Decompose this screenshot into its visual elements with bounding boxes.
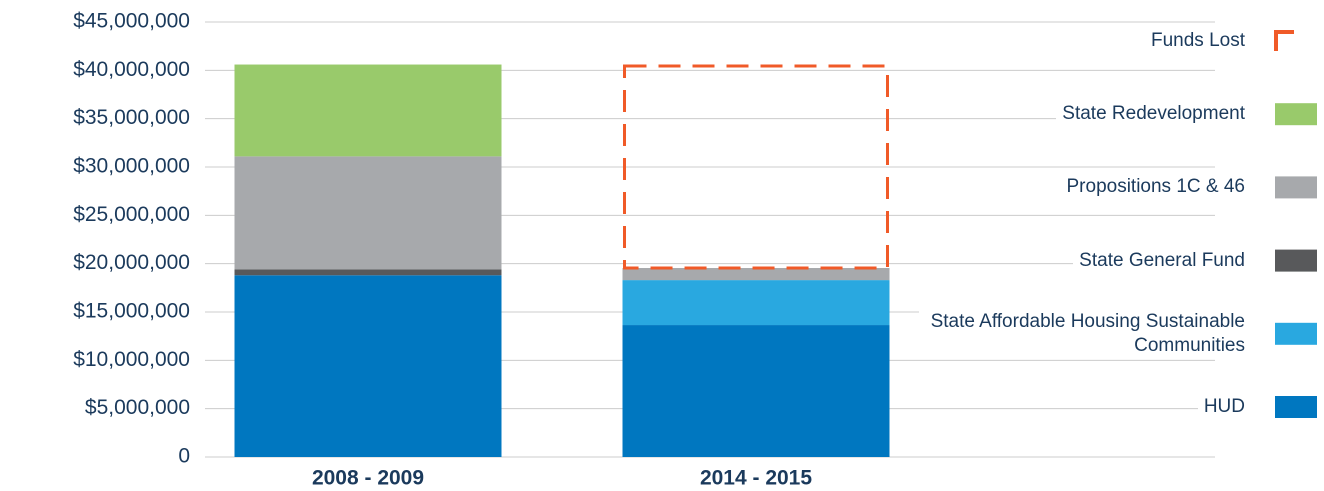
legend-swatch — [1274, 30, 1294, 51]
legend-label: Funds Lost — [1145, 29, 1245, 53]
legend-swatch — [1275, 322, 1317, 345]
y-tick-label: $20,000,000 — [73, 251, 190, 274]
legend-swatch — [1275, 396, 1317, 418]
y-tick-label: $30,000,000 — [73, 155, 190, 178]
bar-segment — [622, 280, 890, 326]
legend-label: State General Fund — [1073, 248, 1245, 273]
legend-label: Propositions 1C & 46 — [1060, 175, 1245, 200]
legend-label: State Affordable Housing Sustainable Com… — [919, 309, 1245, 358]
y-tick-label: $10,000,000 — [73, 348, 190, 371]
y-tick-label: $5,000,000 — [85, 396, 190, 419]
legend-label: HUD — [1197, 395, 1245, 419]
y-tick-label: 0 — [178, 445, 190, 468]
funds-lost-box — [623, 64, 889, 270]
y-tick-label: $15,000,000 — [73, 300, 190, 323]
legend-swatch — [1275, 103, 1317, 126]
legend-label: State Redevelopment — [1056, 102, 1245, 127]
bar-segment — [234, 275, 502, 457]
y-tick-label: $35,000,000 — [73, 106, 190, 129]
bar-segment — [234, 64, 502, 157]
y-tick-label: $25,000,000 — [73, 203, 190, 226]
bar-segment — [234, 156, 502, 270]
y-tick-label: $45,000,000 — [73, 10, 190, 33]
x-tick-label: 2014 - 2015 — [700, 467, 812, 490]
y-tick-label: $40,000,000 — [73, 58, 190, 81]
legend-swatch — [1275, 176, 1317, 199]
bar-segment — [622, 325, 890, 457]
legend-swatch — [1275, 249, 1317, 272]
bar-segment — [234, 269, 502, 276]
bar-segment — [622, 268, 890, 281]
x-tick-label: 2008 - 2009 — [312, 467, 424, 490]
